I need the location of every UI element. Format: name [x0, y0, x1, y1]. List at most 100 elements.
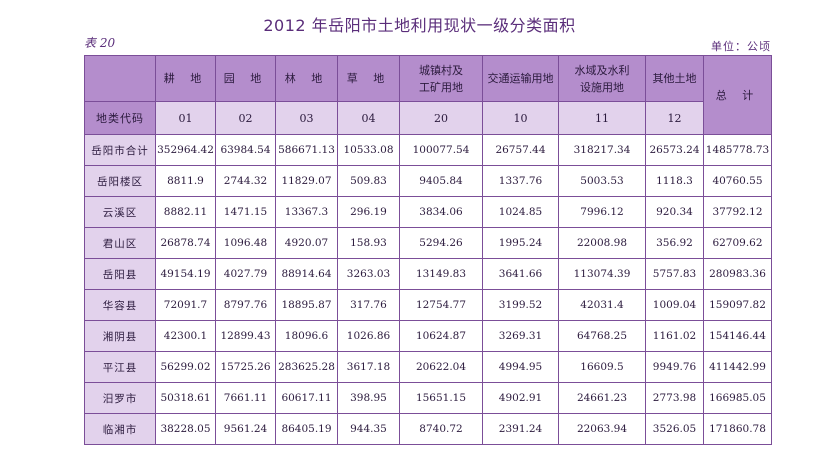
value-cell: 3617.18	[337, 351, 400, 383]
value-cell: 72091.7	[155, 289, 216, 321]
value-cell: 9405.84	[399, 165, 483, 197]
value-cell: 8740.72	[399, 413, 483, 445]
code-cell: 04	[337, 101, 400, 135]
col-header-transport: 交通运输用地	[482, 55, 559, 102]
land-use-table: 耕 地 园 地 林 地 草 地 城镇村及 工矿用地 交通运输用地 水域及水利 设…	[84, 55, 772, 445]
region-name-cell: 汨罗市	[84, 382, 156, 414]
value-cell: 280983.36	[703, 258, 772, 290]
page-title: 2012 年岳阳市土地利用现状一级分类面积	[263, 16, 576, 35]
value-cell: 7996.12	[558, 196, 646, 228]
table-number-label: 表 20	[84, 36, 116, 50]
table-row: 岳阳县 49154.19 4027.79 88914.64 3263.03 13149.8…	[84, 258, 772, 290]
corner-cell	[84, 55, 156, 102]
code-row: 地类代码 01 02 03 04 20 10 11 12	[84, 101, 772, 135]
value-cell: 12754.77	[399, 289, 483, 321]
value-cell: 13149.83	[399, 258, 483, 290]
value-cell: 158.93	[337, 227, 400, 259]
value-cell: 88914.64	[275, 258, 338, 290]
value-cell: 4994.95	[482, 351, 559, 383]
table-row: 云溪区 8882.11 1471.15 13367.3 296.19 3834.06 102…	[84, 196, 772, 228]
region-name-cell: 岳阳县	[84, 258, 156, 290]
value-cell: 50318.61	[155, 382, 216, 414]
value-cell: 37792.12	[703, 196, 772, 228]
value-cell: 4027.79	[215, 258, 276, 290]
value-cell: 22008.98	[558, 227, 646, 259]
code-cell: 01	[155, 101, 216, 135]
value-cell: 11829.07	[275, 165, 338, 197]
value-cell: 2773.98	[645, 382, 704, 414]
value-cell: 1337.76	[482, 165, 559, 197]
value-cell: 1026.86	[337, 320, 400, 352]
value-cell: 1485778.73	[703, 134, 772, 166]
col-header-total: 总 计	[703, 55, 772, 135]
code-row-label: 地类代码	[84, 101, 156, 135]
value-cell: 1009.04	[645, 289, 704, 321]
value-cell: 22063.94	[558, 413, 646, 445]
value-cell: 3199.52	[482, 289, 559, 321]
value-cell: 15651.15	[399, 382, 483, 414]
col-header-water: 水域及水利 设施用地	[558, 55, 646, 102]
value-cell: 586671.13	[275, 134, 338, 166]
value-cell: 4902.91	[482, 382, 559, 414]
value-cell: 56299.02	[155, 351, 216, 383]
value-cell: 166985.05	[703, 382, 772, 414]
value-cell: 62709.62	[703, 227, 772, 259]
table-row: 岳阳楼区 8811.9 2744.32 11829.07 509.83 9405.84 13…	[84, 165, 772, 197]
value-cell: 15725.26	[215, 351, 276, 383]
code-cell: 12	[645, 101, 704, 135]
value-cell: 509.83	[337, 165, 400, 197]
value-cell: 49154.19	[155, 258, 216, 290]
value-cell: 3641.66	[482, 258, 559, 290]
col-header-cultivated: 耕 地	[155, 55, 216, 102]
col-header-other: 其他土地	[645, 55, 704, 102]
region-name-cell: 云溪区	[84, 196, 156, 228]
table-row: 华容县 72091.7 8797.76 18895.87 317.76 12754.77 3…	[84, 289, 772, 321]
value-cell: 100077.54	[399, 134, 483, 166]
value-cell: 944.35	[337, 413, 400, 445]
value-cell: 12899.43	[215, 320, 276, 352]
table-row: 岳阳市合计 352964.42 63984.54 586671.13 10533.08 1…	[84, 134, 772, 166]
region-name-cell: 华容县	[84, 289, 156, 321]
value-cell: 42300.1	[155, 320, 216, 352]
value-cell: 26878.74	[155, 227, 216, 259]
value-cell: 356.92	[645, 227, 704, 259]
value-cell: 3269.31	[482, 320, 559, 352]
value-cell: 159097.82	[703, 289, 772, 321]
code-cell: 20	[399, 101, 483, 135]
value-cell: 3263.03	[337, 258, 400, 290]
value-cell: 920.34	[645, 196, 704, 228]
value-cell: 296.19	[337, 196, 400, 228]
value-cell: 4920.07	[275, 227, 338, 259]
value-cell: 7661.11	[215, 382, 276, 414]
region-name-cell: 临湘市	[84, 413, 156, 445]
value-cell: 9949.76	[645, 351, 704, 383]
value-cell: 1161.02	[645, 320, 704, 352]
value-cell: 63984.54	[215, 134, 276, 166]
value-cell: 10624.87	[399, 320, 483, 352]
value-cell: 5003.53	[558, 165, 646, 197]
table-row: 平江县 56299.02 15725.26 283625.28 3617.18 20622…	[84, 351, 772, 383]
value-cell: 113074.39	[558, 258, 646, 290]
col-header-urban-mining: 城镇村及 工矿用地	[399, 55, 483, 102]
code-cell: 10	[482, 101, 559, 135]
region-name-cell: 湘阴县	[84, 320, 156, 352]
value-cell: 26573.24	[645, 134, 704, 166]
col-header-garden: 园 地	[215, 55, 276, 102]
value-cell: 86405.19	[275, 413, 338, 445]
code-cell: 03	[275, 101, 338, 135]
value-cell: 5757.83	[645, 258, 704, 290]
value-cell: 171860.78	[703, 413, 772, 445]
value-cell: 18895.87	[275, 289, 338, 321]
value-cell: 398.95	[337, 382, 400, 414]
value-cell: 411442.99	[703, 351, 772, 383]
value-cell: 154146.44	[703, 320, 772, 352]
unit-label: 单位：公顷	[711, 40, 771, 53]
value-cell: 3834.06	[399, 196, 483, 228]
region-name-cell: 平江县	[84, 351, 156, 383]
value-cell: 64768.25	[558, 320, 646, 352]
value-cell: 38228.05	[155, 413, 216, 445]
region-name-cell: 君山区	[84, 227, 156, 259]
value-cell: 8797.76	[215, 289, 276, 321]
code-cell: 11	[558, 101, 646, 135]
code-cell: 02	[215, 101, 276, 135]
